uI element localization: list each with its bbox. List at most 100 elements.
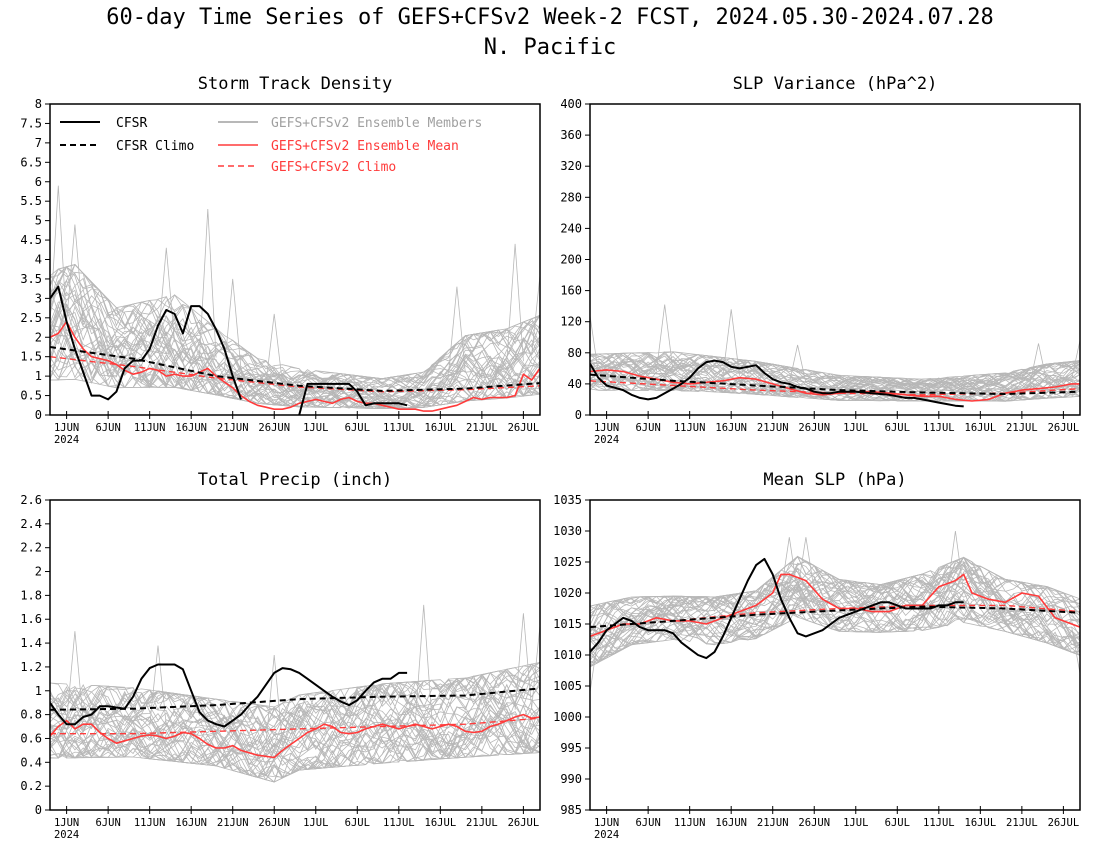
x-tick-label: 1JUL	[843, 817, 868, 829]
ensemble-member-spike	[1071, 340, 1080, 379]
x-tick-label: 26JUN	[258, 422, 290, 434]
series-line-cfsr	[590, 557, 964, 660]
x-tick-label: 16JUN	[175, 422, 207, 434]
x-tick-label: 1JUL	[303, 422, 328, 434]
y-tick-label: 0.5	[20, 389, 42, 403]
chart-panel-3: 985 990 995 1000 1005 1010 1015 1020 1025 1030 103…	[553, 493, 1081, 841]
x-tick-label: 1JUL	[843, 422, 868, 434]
x-tick-label: 1JUN	[54, 422, 79, 434]
x-tick-label: 26JUN	[798, 422, 830, 434]
x-tick-label: 1JUN	[594, 817, 619, 829]
y-tick-label: 0.6	[20, 731, 42, 745]
x-tick-label: 21JUN	[757, 817, 789, 829]
ensemble-member-line	[50, 690, 540, 764]
ensemble-member-spike	[157, 247, 175, 343]
x-tick-label: 1JUN	[54, 817, 79, 829]
x-tick-label: 21JUN	[757, 422, 789, 434]
y-tick-label: 1005	[553, 679, 582, 693]
chart-panel-2: 0 0.2 0.4 0.6 0.8 1 1.2 1.4 1.6 1.8 2 2.2 2.4 2.6 1JUN…	[20, 493, 541, 841]
y-tick-label: 1.5	[20, 350, 42, 364]
figure-subtitle: N. Pacific	[483, 35, 617, 60]
ensemble-member-line	[50, 263, 540, 399]
ensemble-member-spike	[50, 185, 67, 325]
ensemble-member-line	[50, 690, 540, 770]
ensemble-member-line	[50, 663, 540, 740]
x-tick-label: 26JUL	[508, 422, 540, 434]
y-tick-label: 4.5	[20, 233, 42, 247]
legend-ens-mean-label: GEFS+CFSv2 Ensemble Mean	[271, 139, 459, 154]
ensemble-member-line	[590, 579, 1080, 656]
ensemble-member-line	[590, 564, 1080, 642]
plot-frame	[589, 499, 1081, 811]
y-tick-label: 200	[560, 253, 582, 267]
y-tick-label: 6.5	[20, 155, 42, 169]
y-tick-label: 4	[35, 253, 42, 267]
x-tick-label: 6JUN	[95, 817, 120, 829]
y-tick-label: 2.2	[20, 541, 42, 555]
x-tick-label: 6JUL	[885, 817, 910, 829]
series-line-gefs-climo	[50, 356, 540, 393]
y-tick-label: 5.5	[20, 194, 42, 208]
ensemble-member-spike	[1071, 627, 1080, 674]
x-year-label: 2024	[594, 434, 619, 446]
y-tick-label: 2	[35, 330, 42, 344]
x-tick-label: 6JUN	[95, 422, 120, 434]
x-tick-label: 21JUL	[1006, 422, 1038, 434]
ensemble-member-spike	[788, 344, 807, 383]
ensemble-member-line	[590, 556, 1080, 664]
ensemble-member-line	[590, 595, 1080, 650]
x-tick-label: 11JUN	[134, 817, 166, 829]
x-tick-label: 11JUL	[923, 817, 955, 829]
ensemble-member-line	[50, 689, 540, 778]
y-tick-label: 6	[35, 175, 42, 189]
series-line-gefs-climo	[50, 717, 540, 735]
ensemble-member-line	[50, 685, 540, 759]
ensemble-member-spike	[531, 274, 540, 355]
ensemble-member-spike	[514, 613, 533, 710]
legend: CFSR CFSR Climo GEFS+CFSv2 Ensemble Memb…	[60, 116, 482, 175]
ensemble-member-spike	[66, 631, 84, 722]
y-tick-label: 120	[560, 315, 582, 329]
y-tick-label: 990	[560, 772, 582, 786]
y-tick-label: 0.8	[20, 708, 42, 722]
x-tick-label: 26JUN	[258, 817, 290, 829]
y-tick-label: 1030	[553, 524, 582, 538]
ensemble-member-spike	[199, 208, 217, 358]
ensemble-member-spike	[415, 604, 433, 721]
chart-panel-0: 0 0.5 1 1.5 2 2.5 3 3.5 4 4.5 5 5.5 6 6.5 7 7.5 8 1JUN202…	[20, 97, 541, 446]
ensemble-member-line	[50, 674, 540, 755]
y-tick-label: 40	[568, 377, 582, 391]
x-year-label: 2024	[54, 829, 79, 841]
figure-title: 60-day Time Series of GEFS+CFSv2 Week-2 …	[106, 5, 994, 30]
y-tick-label: 0	[575, 408, 582, 422]
ensemble-members	[590, 304, 1080, 402]
plot-area	[590, 304, 1080, 408]
y-tick-label: 2	[35, 565, 42, 579]
ensemble-member-line	[590, 572, 1080, 658]
ensemble-member-line	[50, 673, 540, 783]
ensemble-member-spike	[149, 645, 167, 726]
y-tick-label: 320	[560, 159, 582, 173]
y-tick-label: 0.4	[20, 755, 42, 769]
y-tick-label: 7	[35, 136, 42, 150]
y-tick-label: 360	[560, 128, 582, 142]
series-line-cfsr	[50, 663, 408, 728]
ensemble-member-spike	[797, 537, 815, 591]
x-tick-label: 1JUL	[303, 817, 328, 829]
y-tick-label: 1010	[553, 648, 582, 662]
x-tick-label: 21JUL	[466, 422, 498, 434]
y-tick-label: 0.2	[20, 779, 42, 793]
y-tick-label: 1.4	[20, 636, 42, 650]
y-tick-label: 2.5	[20, 311, 42, 325]
ensemble-member-spike	[506, 243, 524, 362]
ensemble-member-line	[590, 555, 1080, 667]
ensemble-member-line	[590, 360, 1080, 401]
panel-title-slp-variance: SLP Variance (hPa^2)	[732, 74, 938, 94]
x-tick-label: 6JUL	[345, 817, 370, 829]
x-tick-label: 16JUL	[965, 817, 997, 829]
ensemble-members	[50, 185, 540, 410]
x-tick-label: 21JUL	[1006, 817, 1038, 829]
x-tick-label: 11JUL	[923, 422, 955, 434]
ensemble-member-line	[590, 556, 1080, 635]
